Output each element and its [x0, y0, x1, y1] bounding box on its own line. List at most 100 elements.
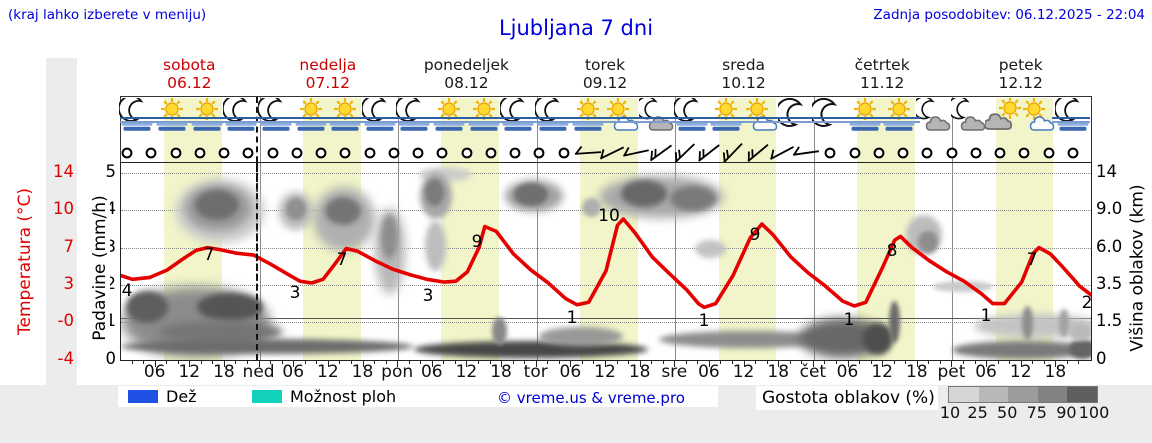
cloudheight-tick: 14 [1096, 162, 1117, 181]
cloud-blob [889, 301, 900, 343]
weather-icon-moon-cloud [947, 96, 987, 140]
day-name: četrtek [854, 56, 910, 74]
day-name: ponedeljek [423, 56, 510, 74]
cloud-sun-icon [984, 97, 1022, 130]
x-tick-minor [385, 359, 387, 365]
calm-wind-icon [461, 147, 472, 159]
temp-tick: 7 [63, 236, 75, 256]
x-tick-minor [801, 359, 803, 365]
temperature-curve [121, 217, 1091, 310]
temp-point-label: 1 [980, 306, 992, 326]
x-label-hour: 12 [317, 362, 339, 382]
x-tick-minor [628, 359, 630, 365]
x-tick-major [986, 359, 988, 367]
x-label-hour: 18 [628, 362, 651, 382]
calm-wind-icon [1067, 147, 1079, 159]
temp-point-label: 1 [566, 308, 578, 328]
temperature-axis-label: Temperatura (°C) [15, 188, 35, 338]
day-label-petek: petek 12.12 [951, 56, 1091, 92]
now-line [256, 163, 259, 360]
showers-legend-swatch [252, 390, 282, 403]
x-label-hour: 18 [905, 362, 928, 382]
x-tick-minor [408, 359, 410, 365]
calm-wind-icon [970, 147, 982, 159]
wind-slot [889, 142, 917, 164]
x-tick-minor [350, 359, 352, 365]
x-tick-major [605, 359, 606, 367]
day-name: sreda [722, 56, 766, 74]
temp-point-label: 4 [121, 281, 133, 301]
wind-slot [622, 142, 650, 164]
x-tick-minor [732, 359, 734, 365]
x-tick-major [397, 359, 399, 367]
x-tick-minor [893, 359, 895, 365]
temp-point-label: 10 [598, 206, 620, 226]
wind-slot [162, 142, 190, 164]
x-tick-minor [374, 359, 376, 365]
x-tick-major [951, 359, 953, 367]
wind-barb-icon [623, 146, 650, 157]
weather-icon-sun-cloud [743, 98, 779, 140]
precip-tick: 4 [105, 199, 117, 219]
x-label-hour: 18 [767, 362, 790, 382]
copyright-link[interactable]: © vreme.us & vreme.pro [497, 389, 685, 407]
last-update-text: Zadnja posodobitev: 06.12.2025 - 22:04 [873, 7, 1145, 23]
wind-slot [550, 142, 578, 164]
day-separator [952, 163, 954, 360]
x-tick-minor [131, 359, 133, 365]
x-label-hour: 06 [559, 362, 582, 382]
x-tick-minor [477, 359, 479, 365]
gridline-4 [121, 210, 1091, 212]
sun-fog-icon [572, 98, 604, 131]
sun-fog-icon [710, 98, 742, 131]
x-label-hour: 06 [836, 362, 859, 382]
x-tick-minor [1032, 359, 1034, 365]
wind-barb-icon [574, 145, 601, 155]
cloud-blob [425, 221, 446, 271]
calm-wind-icon [364, 147, 375, 159]
temp-point-label: 9 [471, 232, 483, 252]
day-date: 09.12 [582, 74, 628, 92]
calm-wind-icon [873, 147, 885, 159]
wind-barb-icon [599, 146, 625, 160]
x-tick-minor [870, 359, 872, 365]
day-label-sreda: sreda 10.12 [674, 56, 814, 92]
wind-slot [1035, 142, 1063, 164]
x-label-hour: 18 [1044, 362, 1067, 382]
cloudheight-tick: 0 [1096, 348, 1107, 368]
cloud-blob [1069, 324, 1091, 341]
wind-slot [525, 142, 553, 164]
cloud-blob [659, 331, 837, 348]
colorbar-segment [1067, 387, 1097, 402]
moon-cloud-icon [912, 96, 951, 131]
wind-slot [113, 142, 141, 164]
wind-slot [574, 142, 602, 164]
moon-fog-icon [1053, 95, 1089, 131]
fog-layer-line [1052, 120, 1090, 123]
x-tick-major [535, 359, 537, 367]
cloudheight-tick: 3.5 [1096, 273, 1123, 293]
temp-tick: 14 [53, 162, 74, 181]
calm-wind-icon [388, 147, 400, 159]
weather-icon-sun-fog [708, 98, 744, 140]
calm-wind-icon [994, 147, 1006, 159]
gridline-2 [121, 284, 1091, 286]
cloudcover-label-box [756, 386, 938, 410]
calm-wind-icon [509, 147, 521, 159]
x-tick-minor [697, 359, 699, 365]
calm-wind-icon [170, 147, 181, 159]
wind-slot [307, 142, 335, 164]
temp-point-label: 8 [886, 241, 898, 261]
x-label-hour: 18 [213, 362, 235, 382]
rain-legend-label: Dež [166, 387, 197, 406]
cloud-blob [1059, 309, 1069, 337]
x-label-hour: 18 [490, 362, 512, 382]
temp-point-label: 1 [698, 311, 710, 331]
x-tick-major [223, 359, 225, 367]
x-tick-minor [512, 359, 514, 365]
day-name: torek [584, 56, 626, 74]
wind-slot [816, 142, 844, 164]
wind-slot [234, 142, 262, 164]
sun-fog-icon [329, 98, 361, 131]
calm-wind-icon [1018, 147, 1030, 159]
